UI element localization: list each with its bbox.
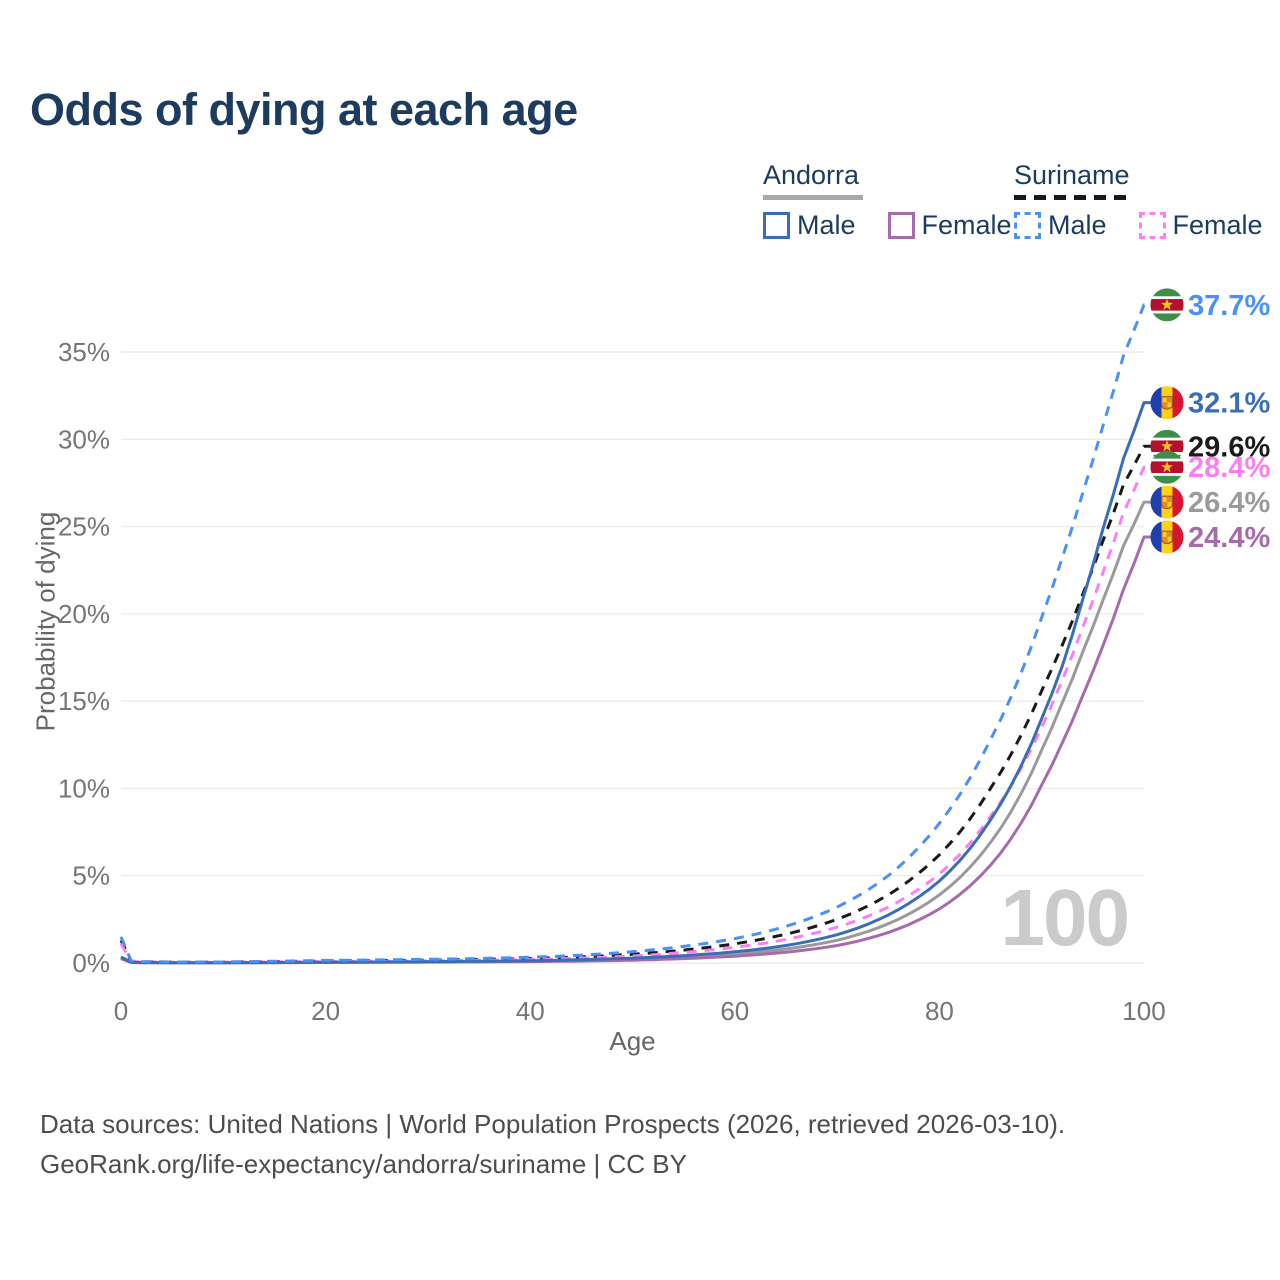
- flag-icon-suriname: [1150, 450, 1184, 484]
- legend-country-andorra: Andorra: [763, 160, 860, 190]
- x-tick-label: 80: [925, 996, 954, 1026]
- end-label-suriname_female: 28.4%: [1188, 452, 1270, 484]
- suriname-female-swatch-icon: [1138, 212, 1166, 239]
- x-tick-label: 100: [1122, 996, 1165, 1026]
- legend-item-andorra-female[interactable]: Female: [887, 210, 1012, 241]
- y-tick-label: 25%: [58, 512, 110, 542]
- x-axis-title: Age: [609, 1026, 656, 1056]
- age-counter-watermark: 100: [1000, 873, 1130, 962]
- series-line-andorra_both: [120, 500, 1151, 965]
- andorra-female-swatch-icon: [887, 212, 915, 239]
- series-line-suriname_female: [119, 465, 1151, 964]
- series-line-suriname_both: [119, 444, 1151, 964]
- legend-item-suriname-male[interactable]: Male: [1014, 210, 1107, 241]
- y-axis-title: Probability of dying: [30, 511, 61, 732]
- end-label-andorra_male: 32.1%: [1188, 388, 1270, 420]
- legend-linestyle-andorra: [763, 195, 863, 200]
- andorra-male-swatch-icon: [763, 212, 790, 239]
- legend-group-suriname: Suriname Male Female: [1014, 160, 1263, 241]
- chart-title: Odds of dying at each age: [30, 84, 578, 135]
- series-line-andorra_male: [120, 401, 1151, 965]
- suriname-male-swatch-icon: [1014, 212, 1041, 239]
- flag-icon-suriname: [1150, 288, 1184, 322]
- legend-item-andorra-male[interactable]: Male: [763, 210, 856, 241]
- flag-icon-andorra: [1150, 520, 1184, 554]
- x-tick-label: 60: [720, 996, 749, 1026]
- legend-item-suriname-female[interactable]: Female: [1138, 210, 1263, 241]
- legend-linestyle-suriname: [1014, 195, 1132, 200]
- end-label-andorra_both: 26.4%: [1188, 487, 1270, 519]
- end-label-andorra_female: 24.4%: [1188, 522, 1270, 554]
- series-line-suriname_male: [119, 303, 1151, 964]
- x-tick-label: 40: [516, 996, 545, 1026]
- x-tick-label: 20: [311, 996, 340, 1026]
- flag-icon-andorra: [1150, 386, 1184, 420]
- legend-label-suriname-female: Female: [1172, 210, 1263, 240]
- y-tick-label: 20%: [58, 599, 110, 629]
- legend-label-andorra-male: Male: [797, 210, 856, 240]
- y-tick-label: 10%: [58, 773, 110, 803]
- series-line-andorra_female: [120, 535, 1151, 965]
- y-tick-label: 5%: [72, 861, 110, 891]
- y-tick-label: 0%: [72, 948, 110, 978]
- y-tick-label: 35%: [58, 337, 110, 367]
- legend-group-andorra: Andorra Male Female: [763, 160, 1012, 241]
- legend-label-andorra-female: Female: [921, 210, 1012, 240]
- footer-attribution: GeoRank.org/life-expectancy/andorra/suri…: [40, 1149, 687, 1180]
- end-label-suriname_male: 37.7%: [1188, 290, 1270, 322]
- footer-data-sources: Data sources: United Nations | World Pop…: [40, 1109, 1066, 1139]
- footer: Data sources: United Nations | World Pop…: [40, 1104, 1065, 1185]
- legend-country-suriname: Suriname: [1014, 160, 1130, 190]
- legend-label-suriname-male: Male: [1048, 210, 1107, 240]
- flag-icon-andorra: [1150, 485, 1184, 519]
- y-tick-label: 30%: [58, 424, 110, 454]
- y-tick-label: 15%: [58, 686, 110, 716]
- x-tick-label: 0: [114, 996, 128, 1026]
- end-label-suriname_both: 29.6%: [1188, 431, 1270, 463]
